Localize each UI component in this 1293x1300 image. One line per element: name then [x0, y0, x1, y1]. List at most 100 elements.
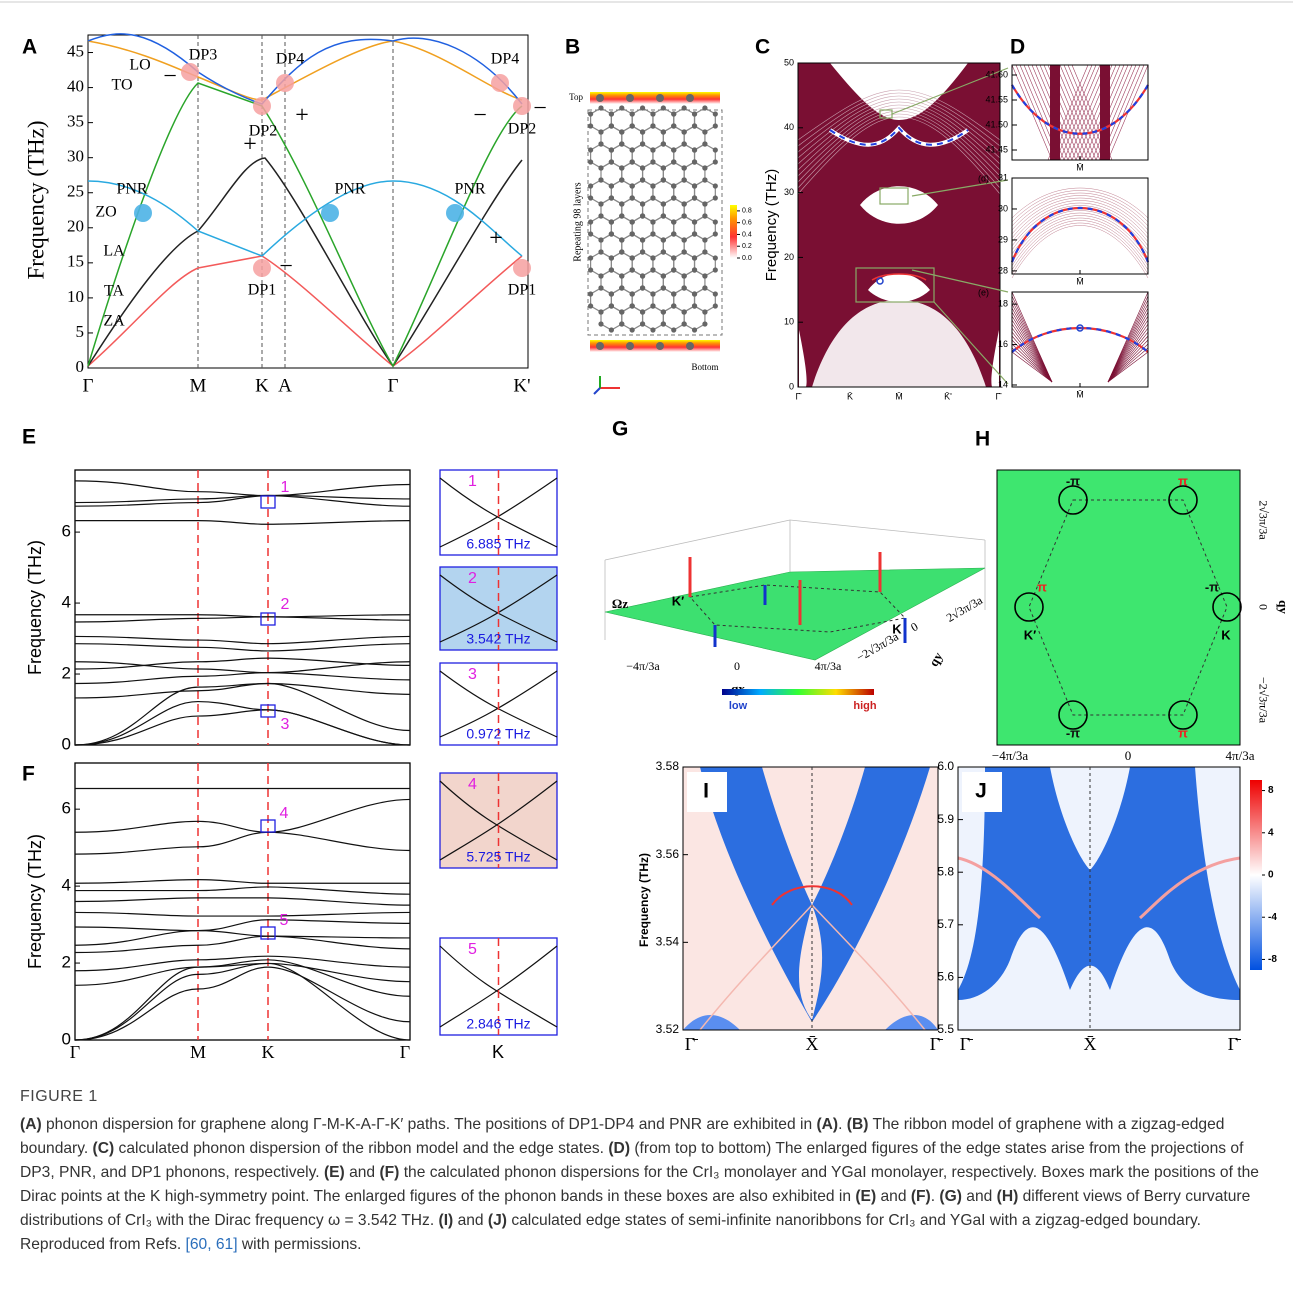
annotation: Top — [569, 92, 583, 102]
caption-heading: FIGURE 1 — [20, 1085, 1275, 1109]
atom — [686, 94, 694, 102]
atom — [640, 129, 645, 134]
y-axis-title: Frequency (THz) — [23, 120, 48, 279]
atom — [671, 219, 676, 224]
panel-label: G — [612, 418, 628, 441]
atom — [650, 111, 655, 116]
axes-frame — [75, 470, 410, 745]
atom — [640, 165, 645, 170]
page: A051015202530354045Frequency (THz)ΓMKAΓK… — [0, 0, 1293, 1300]
atom — [588, 291, 593, 296]
atom — [640, 201, 645, 206]
atom — [630, 159, 635, 164]
atom — [656, 342, 664, 350]
colorbar-label: high — [853, 700, 876, 712]
atom — [588, 231, 593, 236]
panel-label: H — [975, 428, 990, 451]
reference-link[interactable]: [60, 61] — [186, 1236, 238, 1253]
annotation: DP4 — [276, 51, 304, 68]
atom — [609, 219, 614, 224]
curve — [75, 710, 410, 745]
dirac-point — [253, 97, 271, 115]
curve — [75, 673, 410, 684]
y-axis-title: qy — [926, 649, 946, 669]
atom — [630, 183, 635, 188]
atom — [640, 237, 645, 242]
curve — [88, 41, 522, 100]
atom — [619, 273, 624, 278]
berry-phase: π — [1037, 579, 1047, 594]
axis-arrow — [594, 388, 600, 394]
y-tick-label: 0 — [908, 619, 920, 634]
panel-reference: (E) — [855, 1188, 876, 1205]
x-tick-label: Γ̄ — [996, 391, 1003, 401]
annotation: TA — [104, 283, 124, 300]
atom — [609, 231, 614, 236]
atom — [671, 231, 676, 236]
atom — [671, 123, 676, 128]
x-tick-label: M — [190, 1042, 206, 1062]
colorbar — [730, 205, 737, 258]
atom — [588, 255, 593, 260]
atom — [661, 249, 666, 254]
atom — [692, 219, 697, 224]
annotation: DP1 — [248, 282, 276, 299]
atom — [682, 105, 687, 110]
y-tick-label: 3.56 — [656, 847, 680, 861]
atom — [598, 129, 603, 134]
panel-label: F — [22, 763, 35, 786]
atom — [713, 267, 718, 272]
atom — [682, 129, 687, 134]
y-tick-label: 40 — [67, 76, 84, 95]
panel-reference: (F) — [379, 1164, 399, 1181]
atom — [692, 231, 697, 236]
atom — [598, 237, 603, 242]
y-tick-label: 10 — [67, 287, 84, 306]
atom — [713, 111, 718, 116]
atom — [661, 321, 666, 326]
atom — [630, 147, 635, 152]
atom — [713, 219, 718, 224]
atom — [609, 255, 614, 260]
atom — [588, 219, 593, 224]
atom — [713, 303, 718, 308]
atom — [598, 105, 603, 110]
caption-text: phonon dispersion for graphene along Γ-M… — [42, 1116, 817, 1133]
sub-panel-tag: (d) — [978, 173, 989, 183]
y-tick-label: 31 — [998, 172, 1008, 182]
atom — [619, 237, 624, 242]
curve — [75, 936, 410, 952]
y-axis-title: Frequency (THz) — [25, 834, 45, 969]
atom — [661, 213, 666, 218]
atom — [640, 309, 645, 314]
y-tick-label: 0 — [789, 381, 794, 391]
k-point-label: K′ — [672, 593, 685, 608]
atom — [650, 231, 655, 236]
dirac-point — [276, 74, 294, 92]
y-tick-label: 5.6 — [937, 970, 954, 984]
colorbar-tick-label: 0.8 — [742, 208, 752, 215]
x-tick-label: A — [278, 375, 292, 396]
atom — [650, 159, 655, 164]
dirac-marker-label: 5 — [280, 912, 289, 929]
atom — [671, 183, 676, 188]
y-tick-label: 5.7 — [937, 917, 954, 931]
axes-frame — [75, 763, 410, 1040]
curve — [75, 481, 410, 496]
x-tick-label: X̄ — [806, 1034, 819, 1054]
atom — [661, 141, 666, 146]
atom — [626, 342, 634, 350]
atom — [640, 321, 645, 326]
colorbar-tick-label: 0.6 — [742, 220, 752, 227]
atom — [692, 147, 697, 152]
atom — [619, 309, 624, 314]
atom — [682, 321, 687, 326]
atom — [702, 309, 707, 314]
y-tick-label: −2√3π/3a — [1256, 677, 1270, 724]
k-point-label: K — [1221, 627, 1231, 642]
panel-label: J — [975, 780, 987, 803]
atom — [702, 129, 707, 134]
y-axis-title: Frequency (THz) — [637, 853, 651, 947]
x-tick-label: M̄ — [895, 391, 903, 401]
atom — [692, 183, 697, 188]
